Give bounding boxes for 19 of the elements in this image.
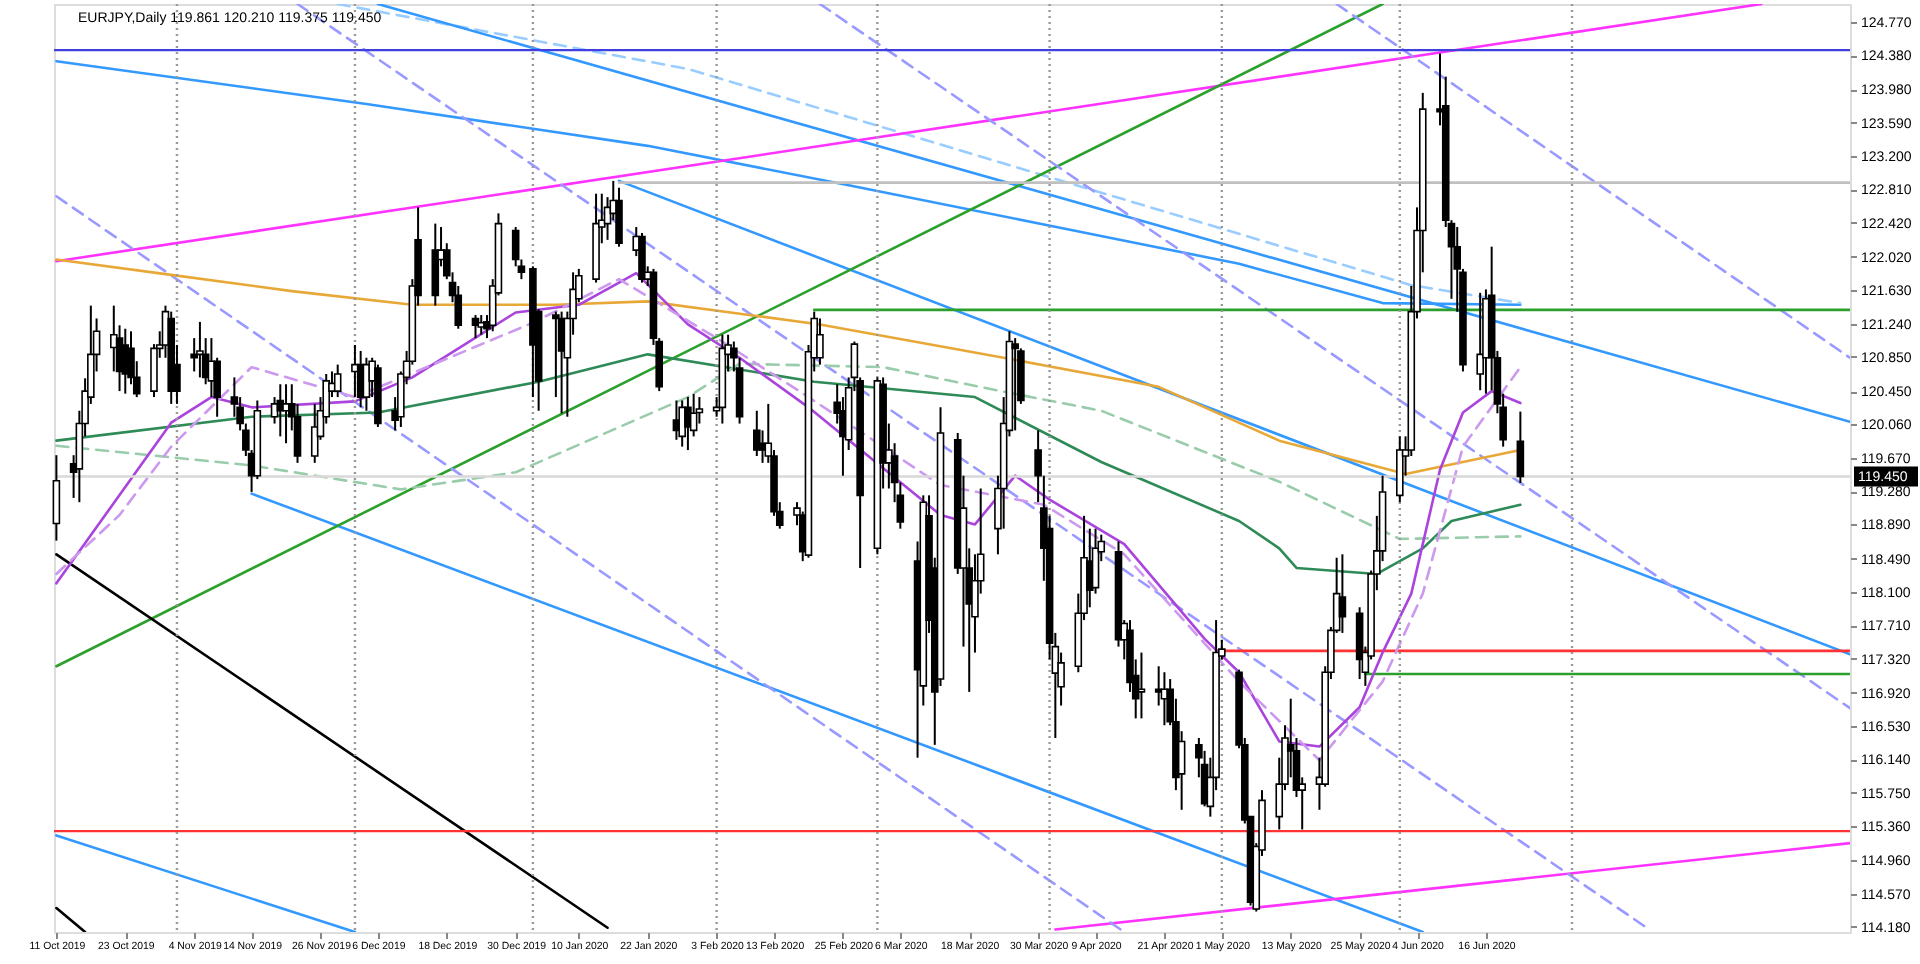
candlestick: [1137, 651, 1146, 720]
candlestick: [196, 320, 204, 379]
line-series: [55, 362, 1522, 541]
candlestick: [310, 402, 319, 464]
candlestick: [615, 186, 623, 248]
candlestick: [1396, 435, 1404, 504]
candlestick: [1338, 553, 1347, 634]
line-series: [336, 4, 1522, 305]
candlestick: [1355, 606, 1364, 681]
candlestick: [1011, 337, 1019, 432]
candlestick: [753, 409, 761, 458]
candlestick: [333, 363, 342, 399]
candlestick: [52, 454, 61, 542]
line-series: [55, 353, 1522, 576]
candlestick: [1034, 429, 1042, 504]
candlestick: [638, 232, 646, 284]
candlestick: [816, 317, 824, 366]
candlestick: [1516, 410, 1525, 484]
candlestick: [1476, 291, 1484, 392]
